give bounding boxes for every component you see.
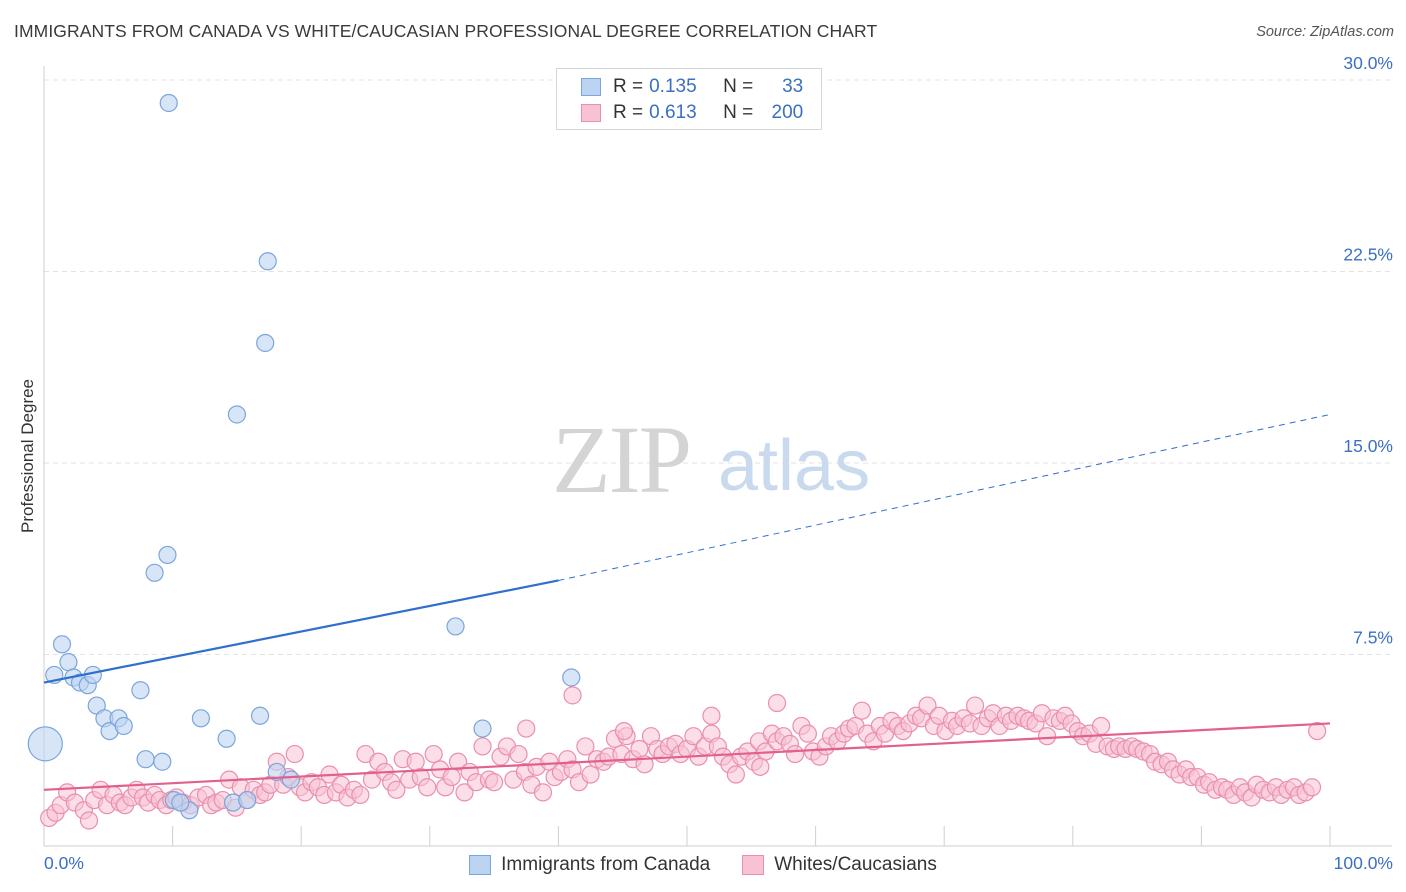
canada-point [267,762,286,782]
whites-point [442,767,461,787]
canada-point [256,333,275,353]
whites-point [455,783,474,802]
stats-row-canada: R = 0.135 N = 33 [581,74,803,100]
whites-point [1308,721,1327,741]
legend-item-whites[interactable]: Whites/Caucasians [742,854,937,876]
legend-item-canada[interactable]: Immigrants from Canada [469,854,710,876]
watermark-atlas: atlas [718,426,870,506]
y-axis-label: Professional Degree [18,378,37,534]
whites-point [1037,727,1057,746]
canada-point [238,790,257,810]
x-tick-label: 0.0% [44,853,84,873]
whites-point [387,780,406,799]
whites-point [509,744,528,764]
whites-point [424,744,443,764]
y-tick-label: 15.0% [1343,436,1393,456]
stats-legend: R = 0.135 N = 33 R = 0.613 N = 200 [556,68,822,130]
whites-point [785,744,805,764]
legend-label: Immigrants from Canada [501,854,711,875]
canada-point [159,93,178,113]
whites-point [852,701,871,720]
y-tick-label: 22.5% [1343,245,1393,265]
whites-point [684,727,703,746]
y-tick-label: 30.0% [1343,53,1393,73]
canada-point [227,405,246,424]
whites-point [418,778,437,797]
canada-points [27,93,581,820]
whites-point [79,811,99,830]
whites-point [448,752,468,771]
canada-point [27,726,63,762]
whites-point [581,765,600,784]
whites-points [40,686,1327,830]
whites-trend-line [43,722,1331,791]
chart-title: IMMIGRANTS FROM CANADA VS WHITE/CAUCASIA… [14,21,878,41]
axes [43,66,1392,847]
whites-point [798,724,817,743]
canada-trend-line [43,579,559,684]
n-value: 200 [771,102,804,123]
canada-point [153,752,172,771]
whites-point [702,706,721,725]
canada-point [52,635,72,654]
whites-point [485,773,504,792]
whites-point [517,719,536,738]
series-legend: Immigrants from Canada Whites/Caucasians [0,852,1406,878]
r-label: R = [613,76,644,97]
y-tick-label: 7.5% [1353,628,1393,648]
legend-label: Whites/Caucasians [774,854,937,875]
canada-point [217,729,236,748]
whites-swatch [742,855,765,875]
r-value: 0.613 [649,102,697,123]
whites-point [351,785,370,805]
whites-point [965,696,985,715]
whites-point [406,752,425,771]
canada-point [114,716,133,736]
canada-point [59,653,78,672]
grid-lines [44,79,1392,655]
canada-swatch [469,855,492,875]
source-credit: Source: ZipAtlas.com [1256,24,1394,40]
r-label: R = [613,102,644,123]
canada-point [171,793,190,812]
whites-point [576,737,595,756]
whites-point [751,757,770,776]
whites-point [726,765,745,784]
whites-point [473,737,492,756]
whites-point [285,744,304,764]
whites-point [767,693,787,713]
canada-point [473,719,492,738]
whites-point [1302,778,1322,797]
canada-point [258,252,277,271]
trend-lines [43,413,1331,791]
whites-point [1091,716,1111,736]
watermark-zip: ZIP [552,406,690,513]
canada-point [158,545,177,565]
canada-point [446,617,465,636]
canada-point [131,681,150,700]
canada-point [562,668,581,687]
canada-point [281,770,301,789]
whites-swatch [581,104,601,122]
canada-point [145,563,164,582]
whites-point [918,696,937,715]
canada-swatch [581,78,601,96]
tick-labels: 7.5% 15.0% 22.5% 30.0% 0.0% 100.0% [44,53,1393,873]
stats-row-whites: R = 0.613 N = 200 [581,100,803,126]
r-value: 0.135 [649,76,697,97]
n-value: 33 [782,76,804,97]
n-label: N = [723,76,754,97]
n-label: N = [723,102,754,123]
whites-point [563,686,582,705]
canada-point [191,709,210,728]
whites-point [533,783,553,802]
canada-point [136,750,155,769]
whites-point [614,721,634,741]
x-tick-label: 100.0% [1334,853,1393,873]
canada-point [250,706,270,725]
